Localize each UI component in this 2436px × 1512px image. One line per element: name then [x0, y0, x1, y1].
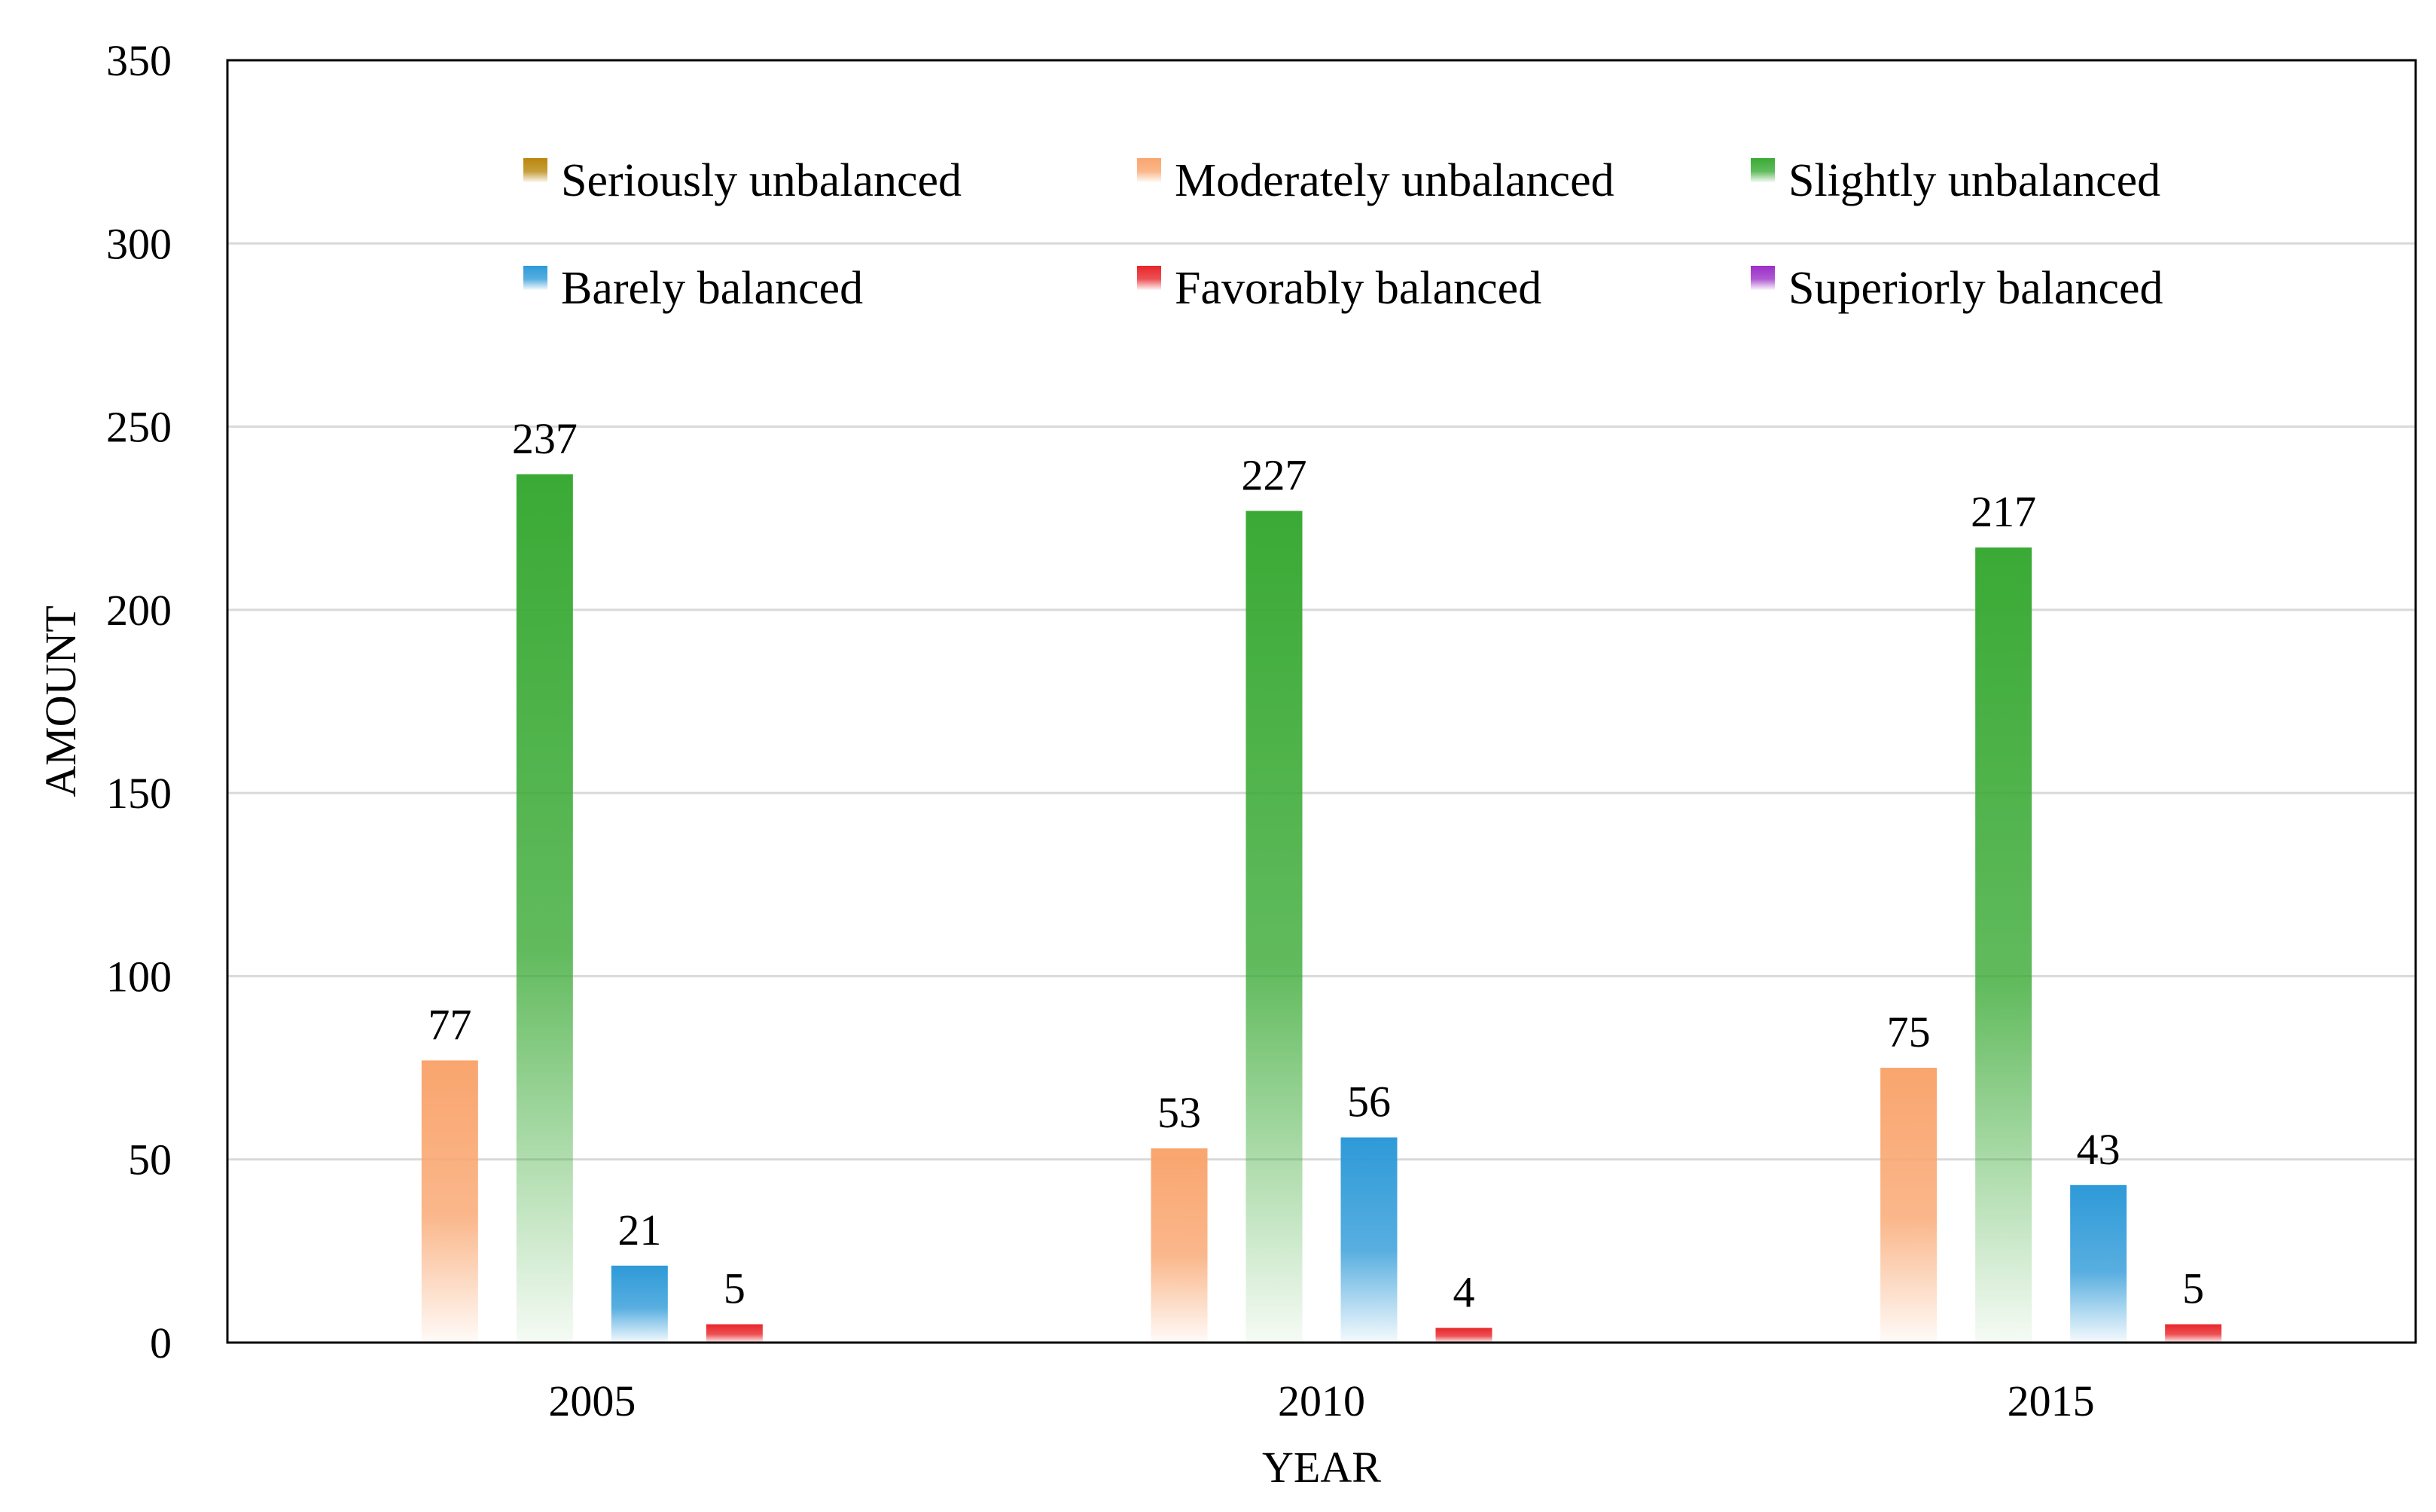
legend-label: Barely balanced	[561, 263, 863, 314]
gridlines	[227, 242, 2416, 1161]
bar-moderately-unbalanced-2010	[1151, 1148, 1208, 1343]
y-tick-label: 100	[106, 952, 172, 1001]
data-label: 77	[428, 1000, 471, 1049]
data-label: 5	[724, 1264, 745, 1313]
legend-label: Superiorly balanced	[1788, 263, 2163, 314]
data-label: 227	[1242, 450, 1307, 499]
data-label: 75	[1887, 1007, 1931, 1056]
x-tick-label: 2005	[548, 1376, 636, 1425]
bar-slightly-unbalanced-2015	[1975, 547, 2032, 1343]
bar-moderately-unbalanced-2005	[421, 1060, 478, 1343]
bar-favorably-balanced-2005	[706, 1324, 763, 1343]
x-tick-label: 2010	[1278, 1376, 1365, 1425]
data-label: 237	[512, 414, 578, 463]
bar-favorably-balanced-2010	[1435, 1328, 1492, 1343]
y-tick-label: 300	[106, 219, 172, 268]
bar-favorably-balanced-2015	[2165, 1324, 2222, 1343]
legend-swatch	[1137, 158, 1161, 182]
data-labels: 77 237 21 5 53 227 56 4 75 217 43 5	[428, 414, 2204, 1317]
y-axis-ticks: 0 50 100 150 200 250 300 350	[106, 36, 172, 1367]
data-label: 217	[1971, 487, 2036, 536]
legend-swatch	[1751, 158, 1775, 182]
bar-slightly-unbalanced-2005	[516, 474, 573, 1343]
y-tick-label: 250	[106, 403, 172, 452]
data-label: 4	[1453, 1268, 1475, 1317]
data-label: 56	[1347, 1078, 1391, 1126]
y-tick-label: 200	[106, 586, 172, 635]
legend-label: Moderately unbalanced	[1175, 155, 1614, 206]
y-tick-label: 350	[106, 36, 172, 85]
y-tick-label: 0	[150, 1318, 172, 1367]
y-axis-title: AMOUNT	[36, 605, 85, 797]
bar-slightly-unbalanced-2010	[1245, 511, 1303, 1343]
x-axis-ticks: 2005 2010 2015	[548, 1376, 2094, 1425]
data-label: 5	[2182, 1264, 2204, 1313]
bar-barely-balanced-2005	[611, 1265, 668, 1343]
data-label: 43	[2077, 1125, 2120, 1174]
x-tick-label: 2015	[2008, 1376, 2095, 1425]
bars	[421, 474, 2222, 1343]
x-axis-title: YEAR	[1262, 1443, 1381, 1492]
legend-swatch	[1751, 266, 1775, 290]
legend-swatch	[1137, 266, 1161, 290]
bar-barely-balanced-2015	[2070, 1184, 2127, 1343]
legend: Seriously unbalanced Moderately unbalance…	[523, 155, 2163, 314]
bar-moderately-unbalanced-2015	[1880, 1068, 1938, 1343]
y-tick-label: 150	[106, 769, 172, 818]
legend-label: Seriously unbalanced	[561, 155, 962, 206]
plot-area-frame	[226, 59, 2417, 1344]
data-label: 53	[1157, 1088, 1201, 1137]
y-tick-label: 50	[128, 1136, 172, 1184]
legend-swatch	[523, 266, 547, 290]
data-label: 21	[617, 1206, 661, 1254]
legend-label: Favorably balanced	[1175, 263, 1541, 314]
legend-label: Slightly unbalanced	[1788, 155, 2160, 206]
bar-barely-balanced-2010	[1340, 1137, 1398, 1343]
legend-swatch	[523, 158, 547, 182]
